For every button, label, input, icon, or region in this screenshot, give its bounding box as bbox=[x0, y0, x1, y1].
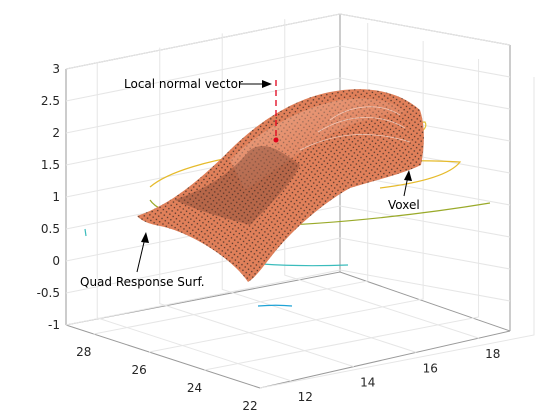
annotation-voxel: Voxel bbox=[388, 198, 420, 212]
arrow-quad-response-surf bbox=[136, 237, 146, 273]
z-tick-label: 1 bbox=[52, 190, 60, 204]
x-tick-label: 18 bbox=[485, 347, 500, 361]
z-tick-label: 3 bbox=[52, 62, 60, 76]
z-tick-label: 0.5 bbox=[41, 222, 60, 236]
annotation-local-normal-vector: Local normal vector bbox=[124, 77, 243, 91]
z-axis-ticks: 3 2.5 2 1.5 1 0.5 0 -0.5 -1 bbox=[37, 62, 60, 332]
z-tick-label: 1.5 bbox=[41, 158, 60, 172]
floor-back bbox=[65, 271, 511, 332]
surface-highlight bbox=[230, 98, 405, 190]
annotation-quad-response-surf: Quad Response Surf. bbox=[80, 275, 205, 289]
z-gridline bbox=[65, 77, 511, 134]
y-tick-label: 28 bbox=[76, 345, 91, 359]
surface-ripples bbox=[299, 106, 411, 151]
x-tick-label: 12 bbox=[298, 390, 313, 404]
surface-mesh bbox=[137, 89, 424, 282]
surface-shadow-band bbox=[175, 145, 300, 225]
x-tick-label: 16 bbox=[423, 361, 438, 375]
z-tick-label: 0 bbox=[52, 254, 60, 268]
z-gridline bbox=[65, 205, 511, 262]
x-gridline bbox=[96, 61, 292, 382]
x-gridline bbox=[159, 47, 354, 368]
y-tick-label: 22 bbox=[242, 399, 257, 413]
floor-front-right bbox=[259, 330, 511, 389]
contour-level-neg bbox=[257, 304, 293, 307]
x-tick-label: 14 bbox=[360, 376, 375, 390]
arrowhead-local-normal-vector bbox=[262, 80, 272, 88]
floor-front-left bbox=[65, 324, 261, 389]
y-tick-label: 26 bbox=[132, 363, 147, 377]
z-tick-label: 2 bbox=[52, 126, 60, 140]
arrowhead-quad-response-surf bbox=[141, 232, 149, 243]
x-axis-ticks: 12 14 16 18 bbox=[298, 347, 501, 404]
z-tick-label: -1 bbox=[48, 318, 60, 332]
x-gridline bbox=[221, 33, 417, 353]
arrowhead-voxel bbox=[404, 170, 412, 181]
normal-vector-base bbox=[273, 137, 279, 143]
z-gridline bbox=[65, 237, 511, 294]
z-gridline bbox=[65, 45, 511, 102]
z-gridline bbox=[65, 13, 511, 70]
back-wall-top bbox=[65, 13, 511, 70]
z-gridline bbox=[65, 269, 511, 326]
y-gridline bbox=[259, 77, 535, 389]
z-tick-label: 2.5 bbox=[41, 94, 60, 108]
contour-level-0 bbox=[261, 263, 349, 267]
response-surface bbox=[137, 89, 424, 282]
annotations: Local normal vector Voxel Quad Response … bbox=[80, 77, 420, 289]
y-axis-ticks: 28 26 24 22 bbox=[76, 345, 258, 413]
contour-stub bbox=[84, 228, 87, 237]
y-tick-label: 24 bbox=[187, 381, 202, 395]
normal-vector bbox=[273, 80, 279, 143]
x-gridline bbox=[284, 19, 479, 339]
z-tick-label: -0.5 bbox=[37, 286, 60, 300]
y-gridline bbox=[204, 59, 480, 371]
